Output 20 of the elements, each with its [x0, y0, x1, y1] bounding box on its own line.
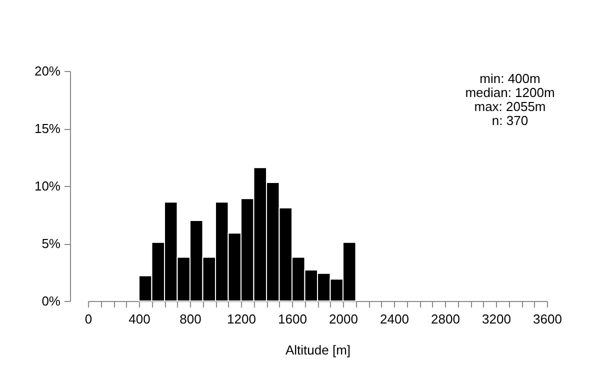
y-tick-label: 0%: [42, 294, 61, 308]
x-tick-label: 2800: [431, 312, 460, 326]
x-tick-label: 3600: [533, 312, 562, 326]
x-tick-label: 2000: [329, 312, 358, 326]
annotation: n: 370: [492, 113, 528, 128]
annotation: max: 2055m: [474, 99, 546, 114]
x-tick-label: 1600: [278, 312, 307, 326]
annotation: min: 400m: [480, 71, 540, 86]
annotation: median: 1200m: [465, 85, 555, 100]
x-tick-label: 800: [180, 312, 202, 326]
y-tick-label: 15%: [34, 121, 61, 136]
y-tick-label: 5%: [42, 236, 61, 251]
y-tick-label: 10%: [34, 178, 61, 194]
x-tick-label: 0: [84, 312, 92, 326]
x-tick-label: 3200: [482, 312, 511, 326]
x-tick-label: 400: [128, 312, 150, 326]
x-axis-title: Altitude [m]: [285, 342, 351, 358]
x-tick-label: 1200: [227, 312, 256, 326]
y-tick-label: 20%: [34, 64, 61, 78]
x-tick-label: 2400: [380, 312, 409, 326]
